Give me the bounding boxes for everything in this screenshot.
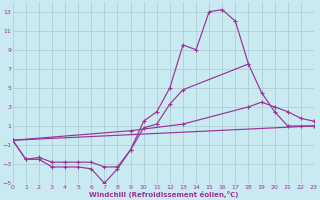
X-axis label: Windchill (Refroidissement éolien,°C): Windchill (Refroidissement éolien,°C) <box>89 191 238 198</box>
